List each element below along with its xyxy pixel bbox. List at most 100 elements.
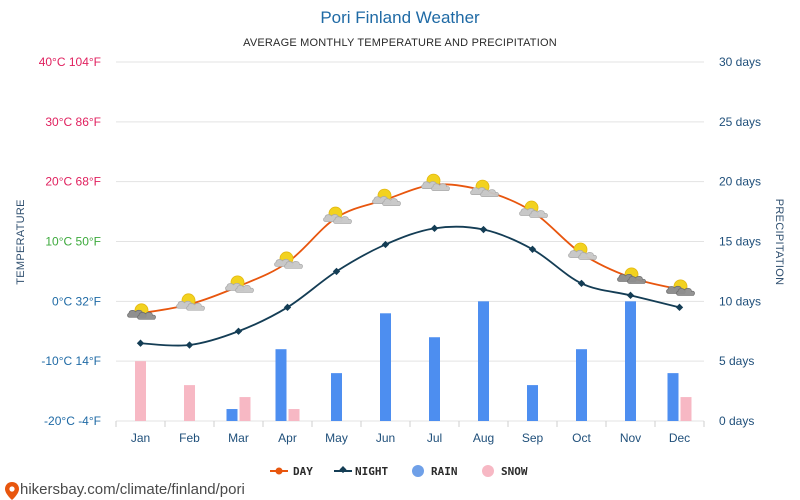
day-temperature-line (140, 183, 680, 315)
night-point (283, 303, 292, 311)
precipitation-tick-label: 15 days (719, 235, 761, 249)
partly-sunny-icon (225, 275, 254, 293)
rain-bar (527, 385, 538, 421)
night-point (577, 279, 586, 288)
cloud-shape (529, 210, 548, 218)
cloudy-sun-icon (127, 303, 156, 320)
cloud-shape (333, 216, 352, 224)
precipitation-tick-label: 10 days (719, 294, 761, 308)
temperature-tick-label: -10°C 14°F (41, 354, 101, 368)
month-label: Oct (572, 431, 591, 445)
month-label: Jun (376, 431, 395, 445)
month-label: Apr (278, 431, 297, 445)
chart-subtitle: AVERAGE MONTHLY TEMPERATURE AND PRECIPIT… (243, 37, 557, 49)
temperature-lines (136, 183, 684, 349)
precipitation-axis: 30 days 25 days 20 days 15 days 10 days 5 day… (719, 55, 761, 428)
night-point (675, 303, 684, 311)
night-point (626, 291, 635, 300)
partly-sunny-icon (470, 179, 499, 197)
night-point (430, 224, 439, 233)
source-link: hikersbay.com/climate/finland/pori (20, 481, 245, 498)
partly-sunny-icon (274, 251, 303, 269)
temperature-axis: 40°C 104°F 30°C 86°F 20°C 68°F 10°C 50°F 0°C… (39, 55, 101, 428)
temperature-tick-label: 0°C 32°F (52, 294, 101, 308)
rain-bar (275, 349, 287, 421)
night-point (479, 225, 488, 234)
rain-bar (576, 349, 587, 421)
night-point (234, 327, 243, 335)
grid-lines (116, 61, 704, 422)
source-credit[interactable]: hikersbay.com/climate/finland/pori (5, 481, 245, 500)
rain-bar (478, 301, 489, 421)
temperature-tick-label: 10°C 50°F (45, 235, 101, 249)
snow-bar (288, 409, 300, 421)
partly-sunny-icon (519, 200, 548, 218)
partly-sunny-icon (421, 173, 450, 192)
month-axis: Jan Feb Mar Apr May Jun Jul Aug Sep Oct Nov Dec (115, 421, 705, 445)
precipitation-axis-title: PRECIPITATION (773, 199, 785, 286)
month-label: Mar (228, 431, 249, 445)
cloud-shape (284, 261, 303, 269)
legend-snow[interactable]: SNOW (482, 465, 528, 478)
month-label: Dec (669, 431, 690, 445)
month-label: Jul (427, 431, 442, 445)
legend-night[interactable]: NIGHT (334, 465, 388, 478)
cloud-shape (578, 252, 597, 260)
cloud-shape (627, 276, 646, 284)
precipitation-tick-label: 25 days (719, 115, 761, 129)
cloud-shape (431, 183, 450, 192)
legend-day[interactable]: DAY (270, 465, 313, 478)
night-temperature-line (140, 225, 680, 347)
cloud-shape (480, 189, 499, 197)
month-label: May (325, 431, 348, 445)
temperature-tick-label: -20°C -4°F (44, 414, 101, 428)
snow-bar (135, 361, 146, 421)
cloudy-sun-icon (617, 267, 646, 284)
night-point (185, 341, 194, 349)
legend-night-label: NIGHT (355, 465, 388, 478)
chart-title: Pori Finland Weather (320, 8, 480, 27)
precipitation-tick-label: 0 days (719, 414, 754, 428)
month-label: Jan (131, 431, 150, 445)
legend-rain-marker (412, 465, 424, 477)
month-label: Feb (179, 431, 200, 445)
precipitation-tick-label: 30 days (719, 55, 761, 69)
cloud-shape (186, 302, 205, 311)
cloud-shape (137, 311, 156, 320)
location-pin-icon (5, 482, 19, 500)
legend-rain[interactable]: RAIN (412, 465, 458, 478)
night-point (136, 339, 145, 347)
partly-sunny-icon (176, 293, 205, 311)
month-label: Sep (522, 431, 544, 445)
legend-snow-marker (482, 465, 494, 477)
weather-icons (127, 173, 695, 320)
snow-bar (184, 385, 195, 421)
night-point (528, 245, 537, 253)
legend: DAY NIGHT RAIN SNOW (270, 465, 528, 478)
legend-day-label: DAY (293, 465, 313, 478)
cloud-shape (676, 287, 695, 296)
night-point (381, 240, 390, 249)
temperature-tick-label: 40°C 104°F (39, 55, 101, 69)
partly-sunny-icon (323, 206, 352, 224)
rain-bar (625, 301, 636, 421)
precipitation-tick-label: 5 days (719, 354, 754, 368)
snow-bar (680, 397, 692, 421)
partly-sunny-icon (568, 242, 597, 260)
rain-bar (331, 373, 342, 421)
rain-bar (226, 409, 238, 421)
legend-day-marker (275, 467, 283, 475)
legend-night-marker (339, 466, 347, 474)
snow-bar (239, 397, 251, 421)
cloud-shape (382, 198, 401, 206)
rain-bar (429, 337, 440, 421)
cloudy-sun-icon (666, 279, 695, 296)
temperature-tick-label: 20°C 68°F (45, 175, 101, 189)
legend-rain-label: RAIN (431, 465, 458, 478)
cloud-shape (235, 284, 254, 293)
month-label: Aug (473, 431, 494, 445)
temperature-tick-label: 30°C 86°F (45, 115, 101, 129)
temperature-axis-title: TEMPERATURE (15, 199, 27, 285)
precipitation-tick-label: 20 days (719, 175, 761, 189)
